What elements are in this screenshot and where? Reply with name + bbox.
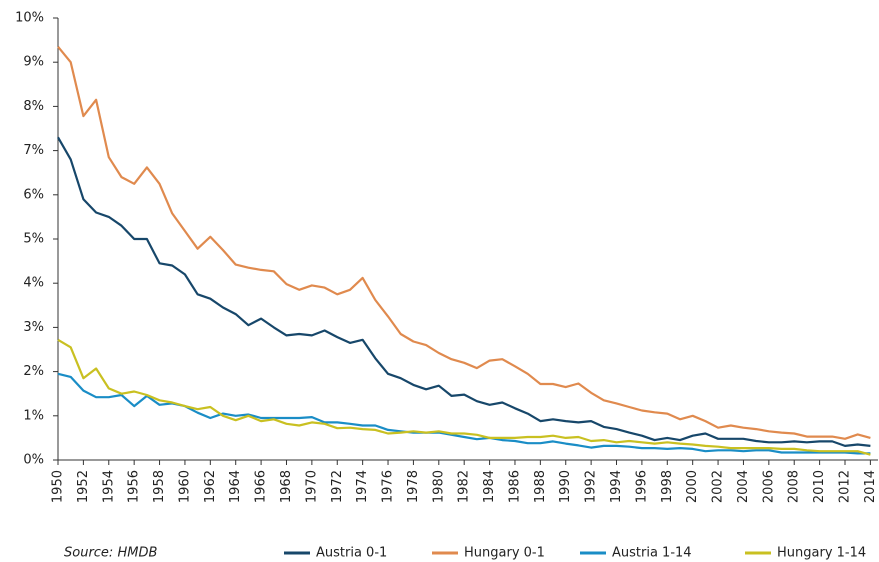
series-line — [57, 338, 871, 456]
y-tick-label: 2% — [23, 364, 44, 379]
x-tick-label: 1950 — [51, 470, 66, 503]
y-tick-label: 10% — [15, 11, 44, 26]
y-tick-label: 9% — [23, 55, 44, 70]
source: Source: HMDB — [64, 546, 157, 561]
x-tick-label: 1966 — [254, 470, 269, 503]
x-tick-label: 1988 — [533, 470, 548, 503]
x-tick-label: 1994 — [609, 470, 624, 503]
x-tick-label: 1968 — [279, 470, 294, 503]
legend-label: Hungary 1-14 — [777, 546, 866, 561]
x-tick-label: 2014 — [863, 470, 878, 503]
y-tick-label: 5% — [23, 232, 44, 247]
x-tick-label: 1958 — [152, 470, 167, 503]
y-tick-label: 3% — [23, 320, 44, 335]
x-tick-label: 2008 — [787, 470, 802, 503]
x-tick-label: 1964 — [228, 470, 243, 503]
y-tick-label: 4% — [23, 276, 44, 291]
x-tick-label: 1954 — [101, 470, 116, 503]
x-tick-label: 1976 — [381, 470, 396, 503]
x-tick-label: 2000 — [685, 470, 700, 503]
x-tick-label: 1986 — [507, 470, 522, 503]
series-line — [57, 136, 871, 447]
x-tick-label: 1996 — [634, 470, 649, 503]
y-tick-label: 7% — [23, 143, 44, 158]
legend-label: Austria 0-1 — [316, 546, 387, 561]
x-tick-label: 1952 — [76, 470, 91, 503]
legend-label: Austria 1-14 — [612, 546, 692, 561]
x-tick-label: 1974 — [355, 470, 370, 503]
series-line — [57, 372, 871, 455]
x-tick-label: 2006 — [761, 470, 776, 503]
x-tick-label: 1962 — [203, 470, 218, 503]
x-tick-label: 1980 — [431, 470, 446, 503]
x-tick-label: 2004 — [736, 470, 751, 503]
x-tick-label: 1972 — [330, 470, 345, 503]
x-tick-label: 2012 — [837, 470, 852, 503]
y-tick-label: 8% — [23, 99, 44, 114]
x-tick-label: 1970 — [304, 470, 319, 503]
series-line — [57, 46, 871, 440]
x-tick-label: 1998 — [660, 470, 675, 503]
x-tick-label: 1992 — [584, 470, 599, 503]
x-tick-label: 2002 — [711, 470, 726, 503]
x-tick-label: 1984 — [482, 470, 497, 503]
x-tick-label: 1978 — [406, 470, 421, 503]
x-tick-label: 1990 — [558, 470, 573, 503]
x-tick-label: 1956 — [127, 470, 142, 503]
x-tick-label: 2010 — [812, 470, 827, 503]
y-tick-label: 1% — [23, 408, 44, 423]
y-tick-label: 0% — [23, 453, 44, 468]
y-tick-label: 6% — [23, 187, 44, 202]
legend-label: Hungary 0-1 — [464, 546, 545, 561]
x-tick-label: 1982 — [457, 470, 472, 503]
x-tick-label: 1960 — [177, 470, 192, 503]
